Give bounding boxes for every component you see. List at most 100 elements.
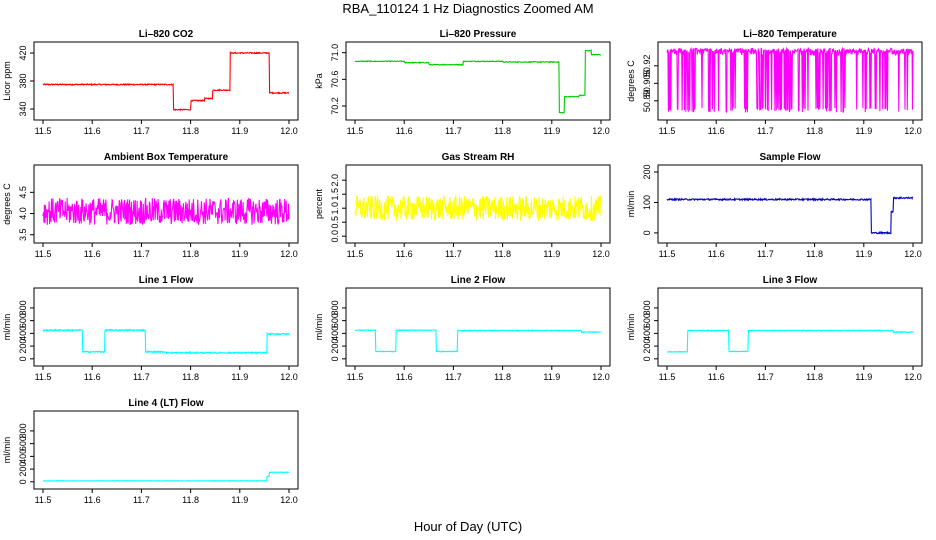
x-tick-label: 11.7 [133, 495, 150, 505]
x-tick-label: 11.8 [494, 126, 511, 136]
y-axis-label: ml/min [626, 314, 636, 341]
y-tick-label: 0 [18, 479, 28, 484]
y-axis-label: ml/min [314, 314, 324, 341]
x-tick-label: 11.8 [182, 126, 199, 136]
x-tick-label: 11.5 [35, 126, 52, 136]
series-line [42, 197, 290, 226]
x-tick-label: 12.0 [280, 249, 298, 259]
x-tick-label: 11.6 [84, 249, 101, 259]
panel-title: Sample Flow [759, 152, 820, 163]
x-tick-label: 11.9 [543, 372, 560, 382]
panel-title: Gas Stream RH [442, 152, 515, 163]
x-tick-label: 11.5 [347, 249, 364, 259]
x-tick-label: 11.8 [494, 372, 511, 382]
series-line [666, 46, 914, 114]
x-tick-label: 11.6 [84, 372, 101, 382]
x-tick-label: 11.8 [806, 249, 823, 259]
y-tick-label: 0 [330, 356, 340, 361]
y-tick-label: 600 [642, 313, 652, 328]
x-tick-label: 11.5 [659, 372, 676, 382]
x-tick-label: 11.7 [757, 126, 774, 136]
plot-frame [33, 287, 299, 367]
x-tick-label: 11.7 [757, 249, 774, 259]
x-tick-label: 11.8 [806, 126, 823, 136]
y-tick-label: 50.89 [642, 90, 652, 113]
y-tick-label: 4.0 [18, 207, 28, 220]
panel-title: Line 3 Flow [763, 275, 818, 286]
x-tick-label: 11.8 [806, 372, 823, 382]
chart-panel-3: Li–820 Temperature degrees C 11.5 11.6 11.7 1… [626, 29, 923, 136]
plot-frame [657, 164, 923, 244]
x-tick-label: 11.7 [757, 372, 774, 382]
figure-xlabel: Hour of Day (UTC) [414, 519, 522, 534]
y-axis-label: Licor ppm [2, 61, 12, 101]
x-tick-label: 11.6 [708, 126, 725, 136]
series-line [42, 50, 290, 112]
plot-frame [33, 410, 299, 490]
y-tick-label: 200 [18, 339, 28, 354]
y-tick-label: 0.5 [330, 216, 340, 229]
x-tick-label: 11.9 [855, 126, 872, 136]
x-tick-label: 12.0 [280, 372, 298, 382]
x-tick-label: 11.6 [84, 495, 101, 505]
y-axis-label: ml/min [2, 437, 12, 464]
x-tick-label: 11.8 [182, 495, 199, 505]
x-tick-label: 11.8 [182, 249, 199, 259]
y-tick-label: 800 [18, 300, 28, 315]
panel-grid: Li–820 CO2 Licor ppm 11.5 11.6 11.7 11.8 11.9 1… [2, 29, 923, 505]
plot-frame [657, 287, 923, 367]
x-tick-label: 11.6 [708, 372, 725, 382]
x-tick-label: 11.6 [396, 372, 413, 382]
x-tick-label: 11.8 [182, 372, 199, 382]
series-line [354, 328, 602, 353]
x-tick-label: 11.9 [855, 372, 872, 382]
y-tick-label: 600 [18, 436, 28, 451]
y-tick-label: 600 [330, 313, 340, 328]
x-tick-label: 11.9 [543, 249, 560, 259]
series-line [666, 196, 914, 235]
plot-frame [345, 164, 611, 244]
x-tick-label: 12.0 [592, 372, 610, 382]
y-tick-label: 3.5 [18, 228, 28, 241]
y-tick-label: 50.92 [642, 55, 652, 78]
panel-title: Li–820 Pressure [440, 29, 517, 40]
x-tick-label: 11.5 [347, 126, 364, 136]
y-tick-label: 340 [18, 101, 28, 116]
x-tick-label: 11.9 [855, 249, 872, 259]
y-tick-label: 400 [330, 326, 340, 341]
x-tick-label: 11.5 [35, 372, 52, 382]
y-axis-label: percent [314, 188, 324, 219]
chart-panel-7: Line 1 Flow ml/min 11.5 11.6 11.7 11.8 11.9 12.… [2, 275, 299, 382]
y-tick-label: 71.0 [330, 44, 340, 62]
y-tick-label: 0 [18, 356, 28, 361]
y-tick-label: 800 [330, 300, 340, 315]
x-tick-label: 12.0 [280, 126, 298, 136]
series-line [354, 195, 602, 222]
chart-panel-6: Sample Flow ml/min 11.5 11.6 11.7 11.8 11.9 12.… [626, 152, 923, 259]
chart-panel-8: Line 2 Flow ml/min 11.5 11.6 11.7 11.8 11.9 12.… [314, 275, 611, 382]
series-line [666, 329, 914, 353]
plot-frame [345, 41, 611, 121]
x-tick-label: 12.0 [280, 495, 298, 505]
y-axis-label: ml/min [2, 314, 12, 341]
y-tick-label: 400 [18, 449, 28, 464]
x-tick-label: 11.5 [347, 372, 364, 382]
x-tick-label: 11.5 [35, 249, 52, 259]
y-tick-label: 100 [642, 195, 652, 210]
figure-title: RBA_110124 1 Hz Diagnostics Zoomed AM [342, 1, 593, 16]
plot-frame [657, 41, 923, 121]
panel-title: Line 1 Flow [139, 275, 194, 286]
plot-frame [33, 164, 299, 244]
y-tick-label: 400 [18, 326, 28, 341]
y-axis-label: ml/min [626, 191, 636, 218]
x-tick-label: 12.0 [904, 249, 922, 259]
chart-panel-4: Ambient Box Temperature degrees C 11.5 11.6… [2, 152, 299, 259]
chart-panel-10: Line 4 (LT) Flow ml/min 11.5 11.6 11.7 11.8 11… [2, 398, 299, 505]
y-tick-label: 70.6 [330, 71, 340, 89]
y-tick-label: 0 [642, 230, 652, 235]
y-tick-label: 200 [18, 462, 28, 477]
x-tick-label: 11.9 [231, 126, 248, 136]
y-tick-label: 800 [642, 300, 652, 315]
chart-panel-9: Line 3 Flow ml/min 11.5 11.6 11.7 11.8 11.9 12.… [626, 275, 923, 382]
